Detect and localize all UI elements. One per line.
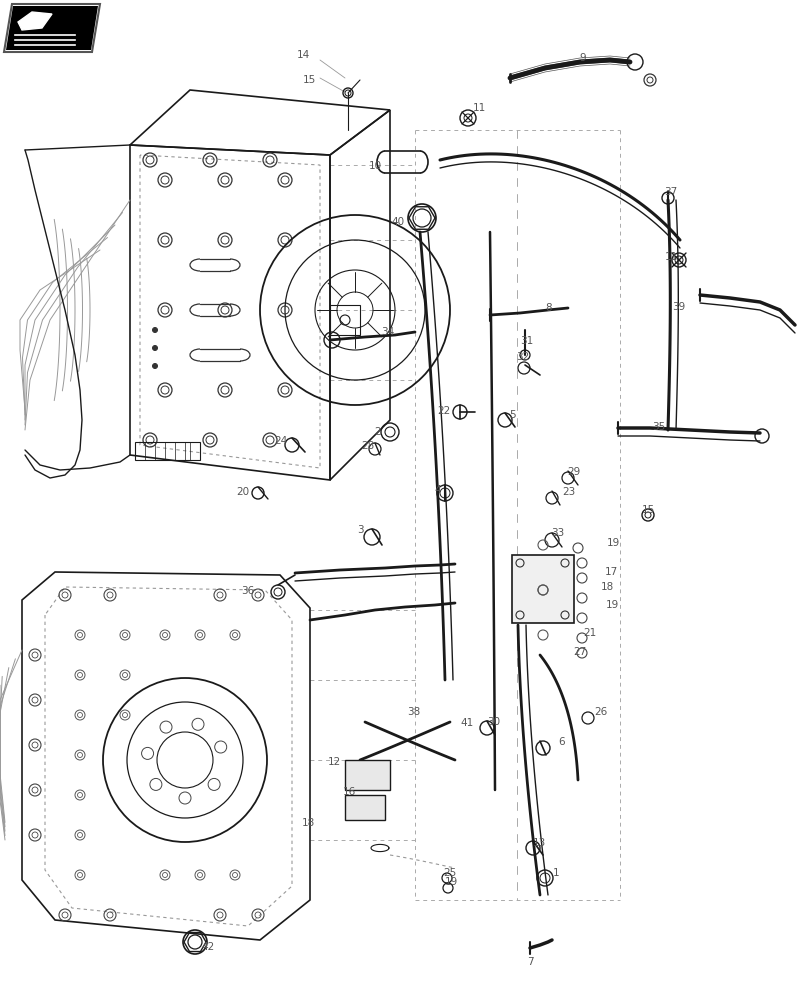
Polygon shape [6,6,98,50]
Text: 19: 19 [444,877,457,887]
Text: 2: 2 [374,427,381,437]
Text: 12: 12 [327,757,340,767]
Text: 5: 5 [509,410,516,420]
Bar [345,760,389,790]
Text: 30: 30 [487,717,500,727]
Text: 15: 15 [302,75,315,85]
Bar [135,442,200,460]
Text: 10: 10 [368,161,381,171]
Text: 9: 9 [579,53,586,63]
Bar [512,555,573,623]
Text: 4: 4 [434,485,440,495]
Text: 32: 32 [516,352,529,362]
Text: 29: 29 [567,467,580,477]
Text: 18: 18 [599,582,613,592]
Circle shape [152,346,157,351]
Bar [345,795,384,820]
Text: 27: 27 [573,647,586,657]
Text: 36: 36 [241,586,255,596]
Text: 25: 25 [443,868,456,878]
Text: 28: 28 [361,441,374,451]
Text: 1: 1 [552,868,559,878]
Text: 7: 7 [526,957,533,967]
Text: 42: 42 [201,942,214,952]
Text: 35: 35 [651,422,665,432]
Circle shape [152,328,157,332]
Text: 37: 37 [663,187,677,197]
Text: 21: 21 [582,628,596,638]
Text: 24: 24 [274,436,287,446]
Text: 13: 13 [532,838,545,848]
Text: 31: 31 [520,336,533,346]
Polygon shape [4,4,100,52]
Text: 23: 23 [562,487,575,497]
Text: 39: 39 [672,302,684,312]
Polygon shape [18,12,52,30]
Text: 33: 33 [551,528,564,538]
Text: 8: 8 [545,303,551,313]
Text: 19: 19 [605,600,618,610]
Text: 11: 11 [472,103,485,113]
Text: 38: 38 [407,707,420,717]
Text: 41: 41 [460,718,473,728]
Text: 34: 34 [381,327,394,337]
Text: 40: 40 [391,217,404,227]
Text: 15: 15 [641,505,654,515]
Text: 11: 11 [663,252,677,262]
Text: 20: 20 [236,487,249,497]
Text: 22: 22 [437,406,450,416]
Bar [329,305,359,335]
Text: 19: 19 [606,538,619,548]
Text: 18: 18 [301,818,314,828]
Text: 14: 14 [296,50,309,60]
Text: 16: 16 [342,787,355,797]
Text: 6: 6 [558,737,564,747]
Circle shape [152,363,157,368]
Text: 26: 26 [594,707,607,717]
Text: 17: 17 [603,567,617,577]
Text: 3: 3 [356,525,363,535]
